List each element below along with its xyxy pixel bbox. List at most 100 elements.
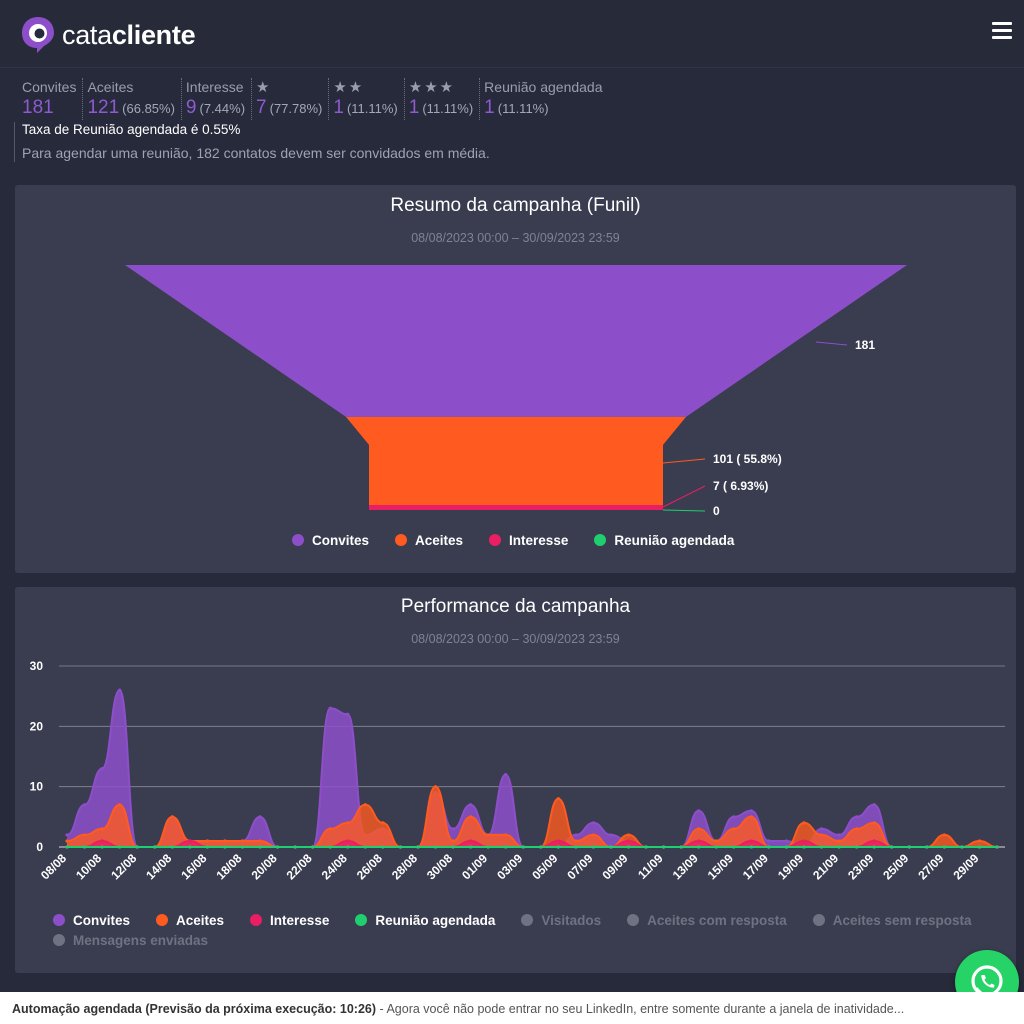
perf-legend-item[interactable]: Interesse: [250, 910, 329, 930]
data-point[interactable]: [732, 845, 736, 849]
data-point[interactable]: [363, 803, 367, 807]
data-point[interactable]: [697, 839, 701, 843]
data-point[interactable]: [855, 827, 859, 831]
data-point[interactable]: [819, 833, 824, 837]
data-point[interactable]: [486, 833, 490, 837]
data-point[interactable]: [714, 845, 718, 849]
data-point[interactable]: [591, 821, 596, 825]
data-point[interactable]: [837, 833, 841, 837]
data-point[interactable]: [135, 845, 139, 849]
data-point[interactable]: [942, 845, 946, 849]
data-point[interactable]: [346, 845, 350, 849]
data-point[interactable]: [381, 821, 385, 825]
data-point[interactable]: [153, 845, 157, 849]
data-point[interactable]: [855, 845, 859, 849]
data-point[interactable]: [697, 809, 701, 813]
cataclient-logo[interactable]: catacliente: [20, 14, 196, 56]
data-point[interactable]: [855, 815, 859, 819]
data-point[interactable]: [872, 839, 876, 843]
data-point[interactable]: [732, 827, 736, 831]
data-point[interactable]: [100, 827, 104, 831]
data-point[interactable]: [205, 839, 209, 843]
data-point[interactable]: [977, 845, 982, 849]
data-point[interactable]: [749, 839, 753, 843]
perf-legend-item[interactable]: Reunião agendada: [355, 910, 495, 930]
data-point[interactable]: [223, 845, 227, 849]
data-point[interactable]: [662, 845, 666, 849]
data-point[interactable]: [258, 815, 262, 819]
data-point[interactable]: [995, 845, 999, 849]
data-point[interactable]: [626, 833, 631, 837]
data-point[interactable]: [451, 839, 455, 843]
data-point[interactable]: [556, 845, 560, 849]
perf-legend-item[interactable]: Mensagens enviadas: [53, 930, 208, 950]
data-point[interactable]: [504, 845, 508, 849]
data-point[interactable]: [82, 803, 87, 807]
perf-legend-item[interactable]: Aceites sem resposta: [812, 910, 972, 930]
data-point[interactable]: [837, 839, 841, 843]
data-point[interactable]: [960, 845, 964, 849]
perf-legend-item[interactable]: Aceites com resposta: [627, 910, 787, 930]
data-point[interactable]: [749, 815, 753, 819]
data-point[interactable]: [240, 845, 245, 849]
data-point[interactable]: [977, 839, 982, 843]
data-point[interactable]: [749, 845, 753, 849]
data-point[interactable]: [293, 845, 297, 849]
data-point[interactable]: [258, 839, 262, 843]
data-point[interactable]: [468, 815, 473, 819]
data-point[interactable]: [907, 845, 911, 849]
data-point[interactable]: [451, 845, 455, 849]
data-point[interactable]: [556, 797, 560, 801]
data-point[interactable]: [749, 809, 753, 813]
data-point[interactable]: [872, 803, 876, 807]
data-point[interactable]: [468, 803, 473, 807]
data-point[interactable]: [170, 845, 174, 849]
data-point[interactable]: [504, 773, 508, 777]
data-point[interactable]: [100, 845, 104, 849]
funnel-segment-aceites[interactable]: [346, 416, 686, 505]
data-point[interactable]: [679, 845, 683, 849]
data-point[interactable]: [802, 821, 806, 825]
data-point[interactable]: [416, 845, 420, 849]
data-point[interactable]: [118, 688, 122, 692]
data-point[interactable]: [223, 839, 227, 843]
data-point[interactable]: [346, 712, 350, 716]
funnel-legend-item[interactable]: Interesse: [489, 530, 568, 550]
data-point[interactable]: [591, 833, 596, 837]
perf-legend-item[interactable]: Convites: [53, 910, 130, 930]
data-point[interactable]: [170, 815, 174, 819]
hamburger-menu-icon[interactable]: [992, 22, 1012, 40]
data-point[interactable]: [100, 839, 104, 843]
data-point[interactable]: [82, 845, 87, 849]
funnel-legend-item[interactable]: Aceites: [395, 530, 463, 550]
data-point[interactable]: [697, 845, 701, 849]
data-point[interactable]: [767, 839, 771, 843]
data-point[interactable]: [328, 827, 332, 831]
data-point[interactable]: [644, 845, 648, 849]
funnel-legend-item[interactable]: Reunião agendada: [594, 530, 734, 550]
data-point[interactable]: [468, 845, 473, 849]
data-point[interactable]: [65, 845, 69, 849]
data-point[interactable]: [205, 845, 209, 849]
data-point[interactable]: [925, 845, 929, 849]
data-point[interactable]: [942, 833, 946, 837]
data-point[interactable]: [468, 839, 473, 843]
data-point[interactable]: [65, 839, 69, 843]
data-point[interactable]: [626, 845, 631, 849]
data-point[interactable]: [539, 845, 543, 849]
data-point[interactable]: [714, 839, 718, 843]
data-point[interactable]: [591, 845, 596, 849]
data-point[interactable]: [837, 845, 841, 849]
data-point[interactable]: [381, 845, 385, 849]
data-point[interactable]: [451, 827, 455, 831]
data-point[interactable]: [819, 845, 824, 849]
perf-legend-item[interactable]: Visitados: [521, 910, 601, 930]
data-point[interactable]: [258, 845, 262, 849]
data-point[interactable]: [328, 706, 332, 710]
data-point[interactable]: [65, 833, 69, 837]
data-point[interactable]: [398, 845, 402, 849]
data-point[interactable]: [521, 845, 525, 849]
data-point[interactable]: [574, 839, 578, 843]
data-point[interactable]: [802, 839, 806, 843]
data-point[interactable]: [767, 845, 771, 849]
